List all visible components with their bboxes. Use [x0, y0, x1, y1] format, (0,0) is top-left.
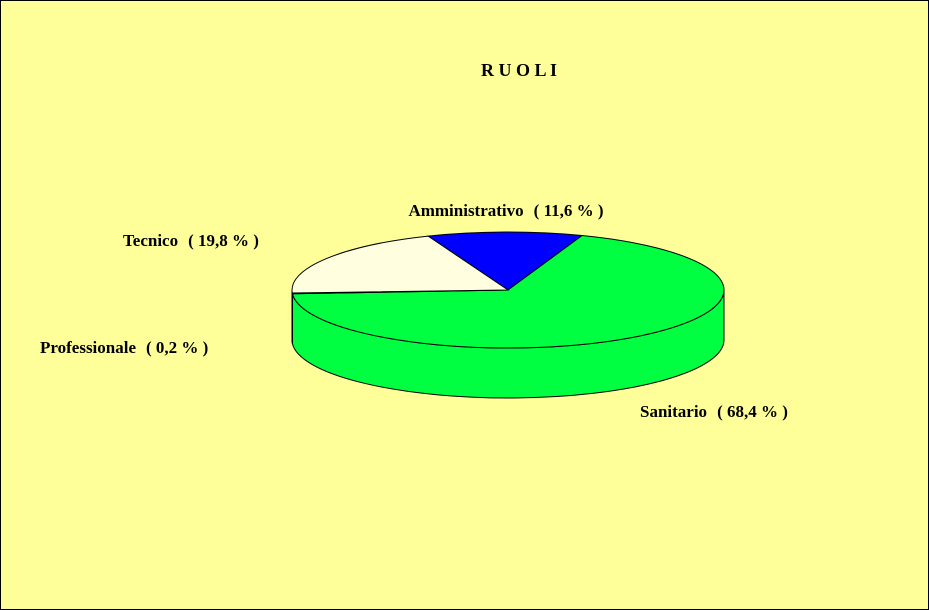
value-label: ( 19,8 % ) [188, 231, 259, 250]
slice-label: Tecnico ( 19,8 % ) [123, 231, 259, 250]
category-label: Amministrativo [408, 201, 523, 220]
slice-label: Sanitario ( 68,4 % ) [640, 402, 788, 421]
value-label: ( 0,2 % ) [146, 338, 208, 357]
slice [291, 235, 725, 349]
slice [426, 231, 584, 291]
category-label: Tecnico [123, 231, 178, 250]
slice [291, 235, 510, 294]
chart-title: R U O L I [481, 60, 557, 80]
slice-label: Amministrativo ( 11,6 % ) [408, 201, 603, 220]
value-label: ( 11,6 % ) [534, 201, 604, 220]
category-label: Professionale [40, 338, 136, 357]
category-label: Sanitario [640, 402, 707, 421]
value-label: ( 68,4 % ) [717, 402, 788, 421]
slice-label: Professionale ( 0,2 % ) [40, 338, 208, 357]
